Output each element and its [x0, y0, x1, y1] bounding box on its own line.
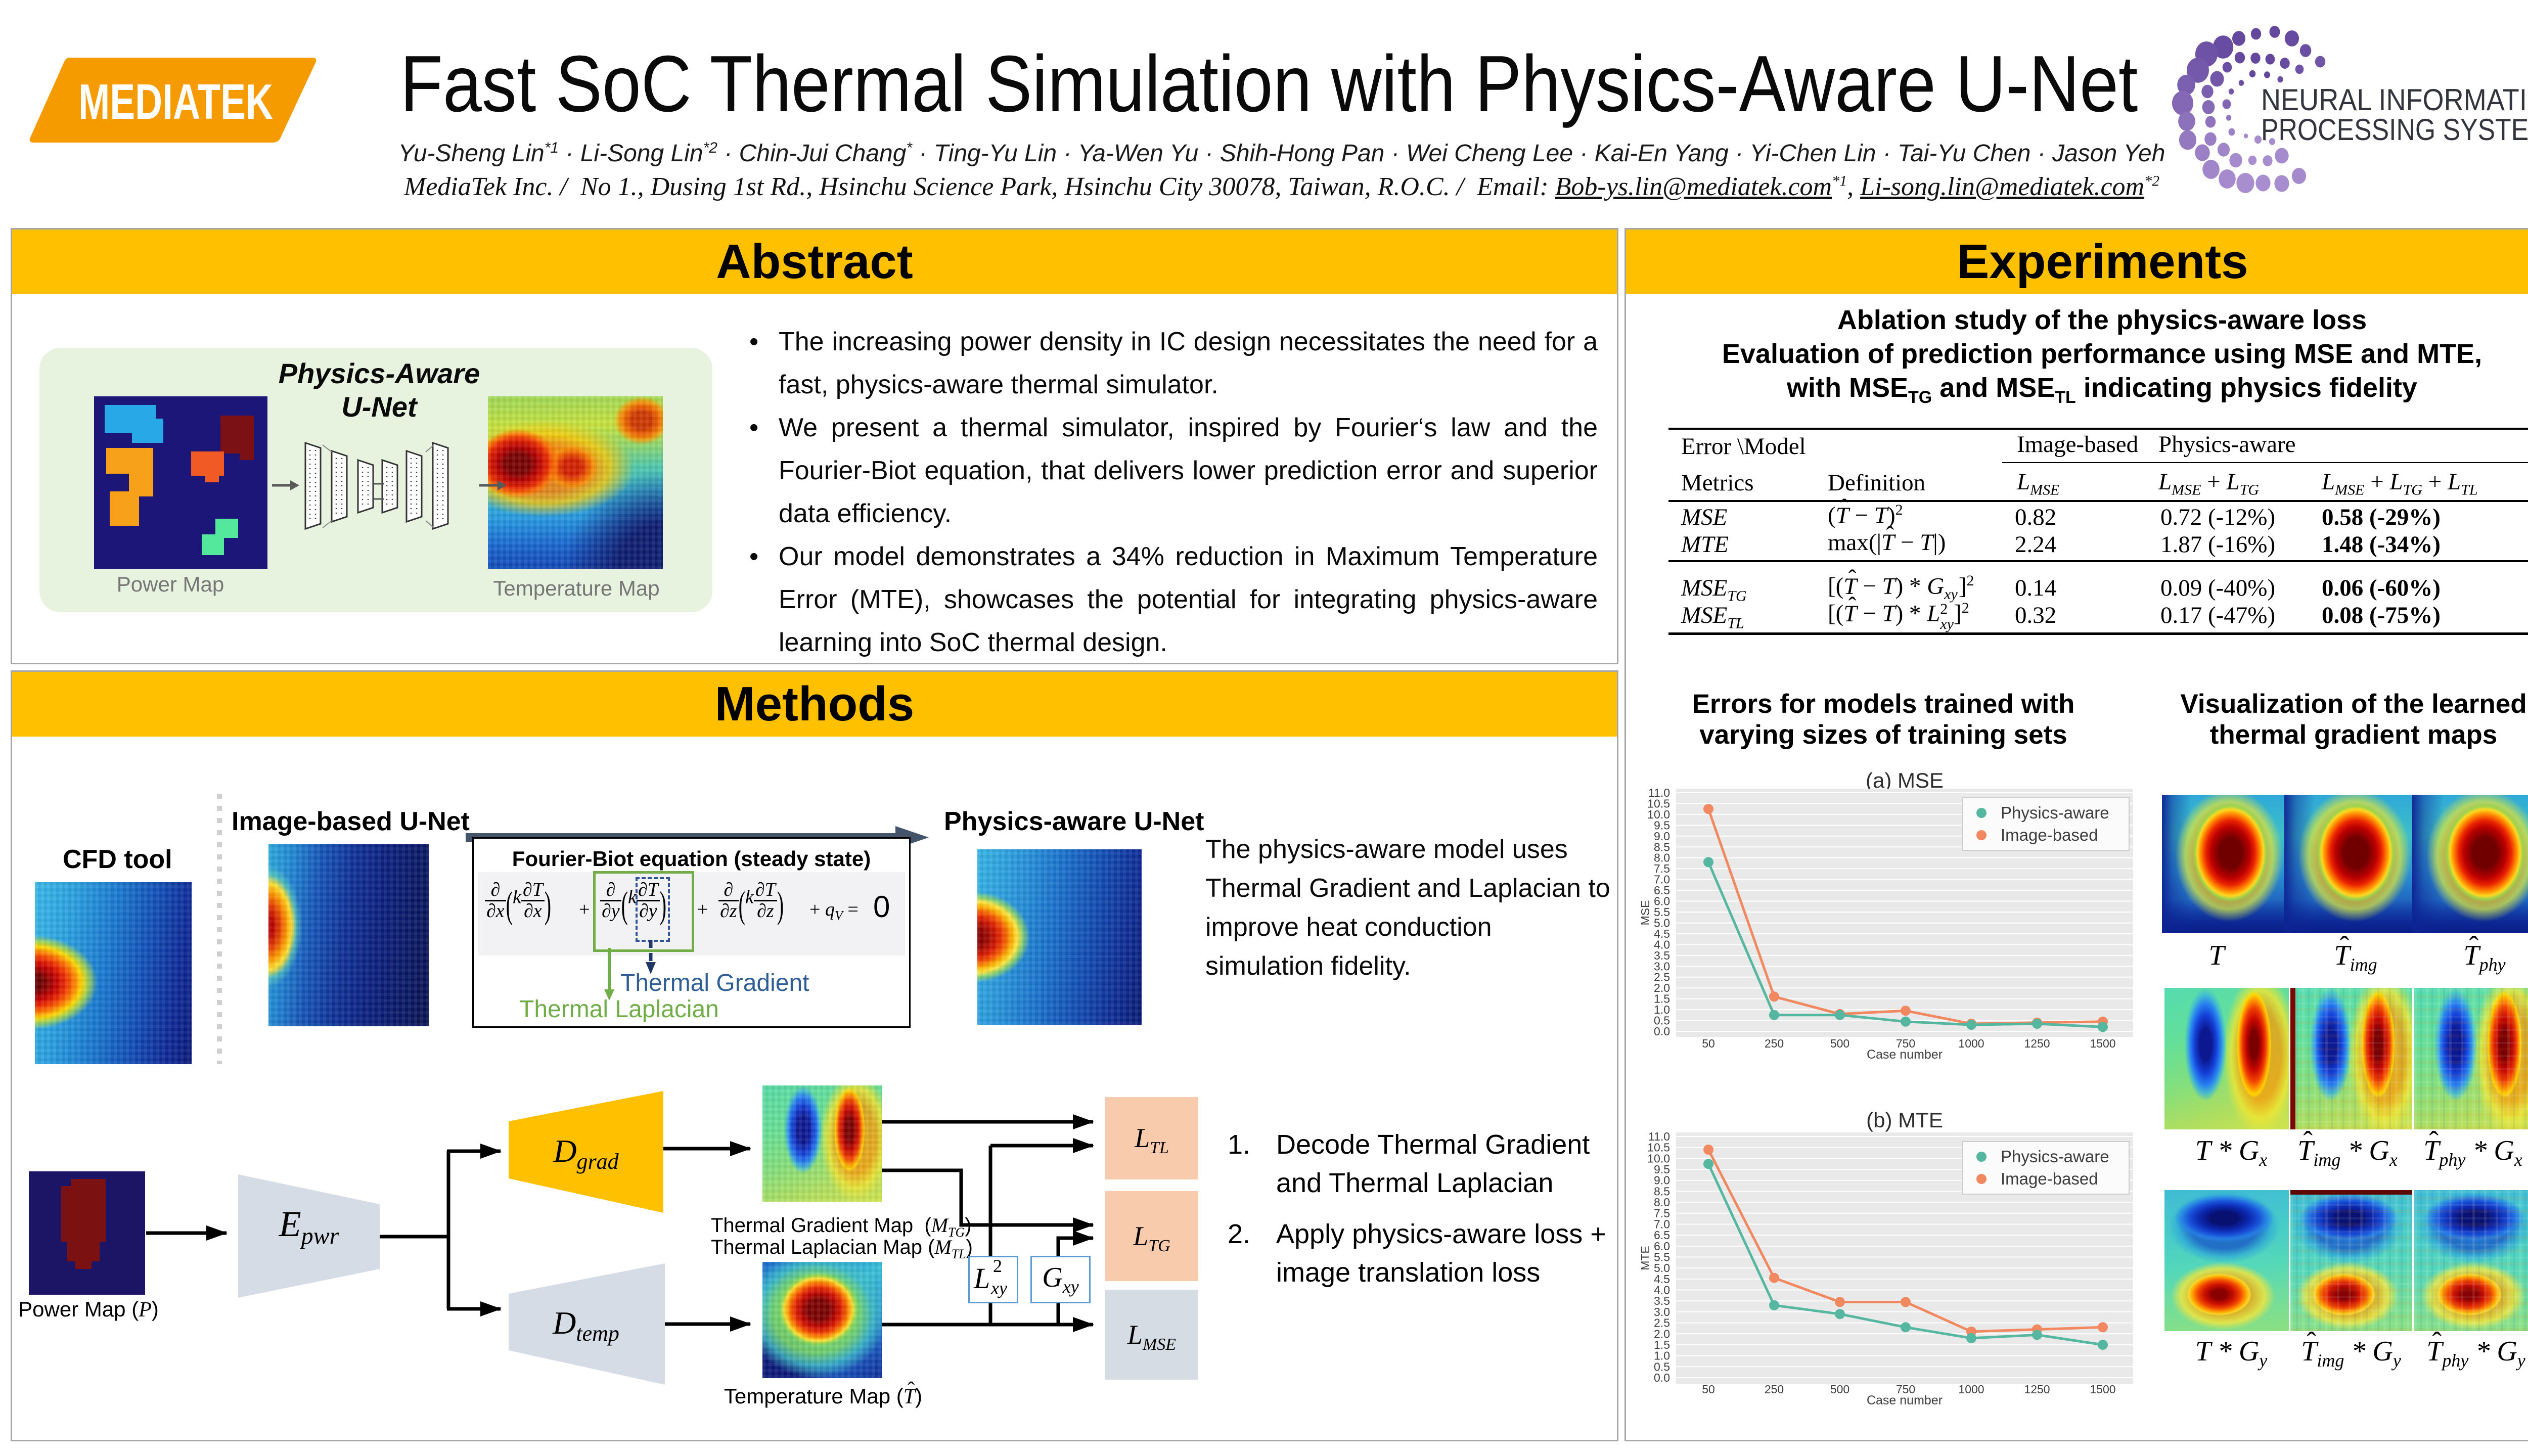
svg-text:1500: 1500	[2090, 1383, 2115, 1396]
svg-text:50: 50	[1702, 1383, 1715, 1396]
svg-text:8.0: 8.0	[1654, 851, 1670, 864]
svg-text:4.0: 4.0	[1654, 938, 1670, 951]
svg-text:0.5: 0.5	[1654, 1360, 1670, 1373]
svg-text:0.0: 0.0	[1654, 1025, 1670, 1038]
svg-text:Image-based: Image-based	[2001, 1169, 2098, 1188]
svg-text:8.0: 8.0	[1654, 1196, 1670, 1209]
svg-text:2.5: 2.5	[1654, 971, 1670, 984]
svg-text:250: 250	[1765, 1383, 1784, 1396]
svg-text:1250: 1250	[2024, 1383, 2050, 1396]
svg-text:1000: 1000	[1958, 1383, 1984, 1396]
svg-text:10.5: 10.5	[1647, 797, 1670, 810]
svg-text:11.0: 11.0	[1648, 1130, 1670, 1143]
svg-text:7.0: 7.0	[1654, 873, 1670, 886]
svg-text:5.5: 5.5	[1654, 1251, 1670, 1264]
svg-text:8.5: 8.5	[1654, 1185, 1670, 1198]
svg-text:8.5: 8.5	[1654, 840, 1670, 853]
svg-text:3.5: 3.5	[1654, 949, 1670, 962]
svg-text:1000: 1000	[1958, 1037, 1984, 1050]
svg-text:4.5: 4.5	[1654, 927, 1670, 940]
svg-text:2.0: 2.0	[1654, 981, 1670, 994]
svg-text:MTE: MTE	[1639, 1246, 1652, 1270]
svg-text:3.0: 3.0	[1654, 1305, 1670, 1318]
svg-text:7.0: 7.0	[1654, 1218, 1670, 1231]
svg-text:9.0: 9.0	[1654, 830, 1670, 843]
svg-text:10.0: 10.0	[1647, 808, 1670, 821]
svg-text:3.5: 3.5	[1654, 1294, 1670, 1307]
svg-text:250: 250	[1765, 1037, 1784, 1050]
svg-text:750: 750	[1896, 1037, 1915, 1050]
svg-text:4.5: 4.5	[1654, 1272, 1670, 1286]
svg-text:1250: 1250	[2024, 1037, 2050, 1050]
svg-text:7.5: 7.5	[1654, 1207, 1670, 1220]
svg-text:9.0: 9.0	[1654, 1174, 1670, 1187]
svg-text:6.5: 6.5	[1654, 884, 1670, 897]
svg-text:9.5: 9.5	[1654, 818, 1670, 832]
svg-text:0.5: 0.5	[1654, 1014, 1670, 1027]
svg-text:MSE: MSE	[1639, 900, 1652, 926]
svg-text:Case number: Case number	[1867, 1048, 1943, 1062]
svg-text:6.0: 6.0	[1654, 1240, 1670, 1253]
svg-text:Case number: Case number	[1867, 1393, 1943, 1407]
svg-text:1.0: 1.0	[1654, 1003, 1670, 1016]
svg-text:Physics-aware: Physics-aware	[2001, 803, 2109, 822]
svg-text:(b) MTE: (b) MTE	[1866, 1108, 1943, 1132]
svg-text:(a) MSE: (a) MSE	[1866, 768, 1944, 792]
svg-text:PROCESSING SYSTEMS: PROCESSING SYSTEMS	[2261, 113, 2528, 147]
svg-text:4.0: 4.0	[1654, 1284, 1670, 1297]
svg-text:1.0: 1.0	[1654, 1349, 1670, 1362]
svg-text:7.5: 7.5	[1654, 862, 1670, 875]
svg-text:500: 500	[1830, 1383, 1849, 1396]
svg-text:6.5: 6.5	[1654, 1228, 1670, 1242]
svg-text:750: 750	[1896, 1383, 1915, 1396]
svg-text:500: 500	[1830, 1037, 1849, 1050]
svg-text:2.5: 2.5	[1654, 1316, 1670, 1330]
svg-text:Physics-aware: Physics-aware	[2001, 1147, 2109, 1166]
svg-text:50: 50	[1702, 1037, 1715, 1050]
svg-text:MEDIATEK: MEDIATEK	[78, 74, 273, 129]
svg-text:5.0: 5.0	[1654, 1261, 1670, 1275]
svg-text:6.0: 6.0	[1654, 895, 1670, 908]
svg-text:1.5: 1.5	[1654, 992, 1670, 1006]
svg-text:1.5: 1.5	[1654, 1338, 1670, 1351]
svg-text:5.0: 5.0	[1654, 917, 1670, 930]
svg-text:1500: 1500	[2090, 1037, 2115, 1050]
svg-text:5.5: 5.5	[1654, 905, 1670, 919]
svg-text:0.0: 0.0	[1654, 1371, 1670, 1384]
svg-text:10.5: 10.5	[1647, 1141, 1670, 1154]
svg-text:3.0: 3.0	[1654, 960, 1670, 973]
svg-text:Image-based: Image-based	[2001, 826, 2098, 844]
svg-text:10.0: 10.0	[1647, 1152, 1670, 1165]
svg-text:11.0: 11.0	[1648, 786, 1670, 799]
svg-text:NEURAL INFORMATION: NEURAL INFORMATION	[2261, 83, 2528, 117]
svg-text:9.5: 9.5	[1654, 1163, 1670, 1176]
svg-text:2.0: 2.0	[1654, 1327, 1670, 1340]
